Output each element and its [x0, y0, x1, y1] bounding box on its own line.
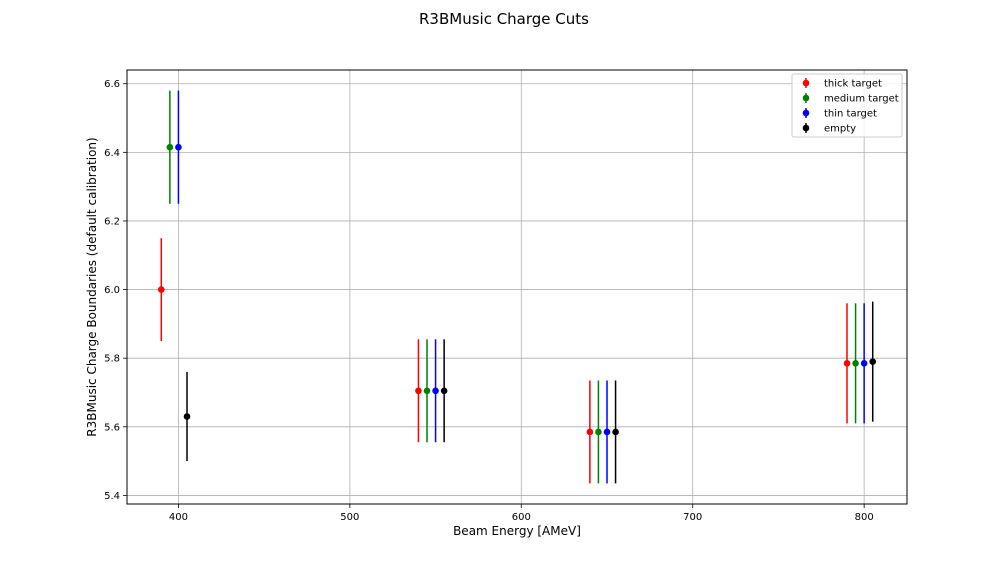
data-point: [175, 143, 182, 151]
y-axis: 5.4 5.6 5.8 6.0 6.2 6.4 6.6: [104, 79, 127, 502]
legend-item: thin target: [802, 108, 877, 120]
x-tick-label: 700: [683, 512, 702, 523]
data-point: [843, 360, 851, 367]
legend-item: thick target: [802, 78, 882, 90]
series-thick-target: [157, 238, 851, 484]
legend-label: medium target: [824, 94, 899, 105]
legend-label: empty: [824, 124, 856, 135]
y-tick-label: 6.2: [104, 216, 120, 227]
x-axis-label: Beam Energy [AMeV]: [453, 524, 581, 538]
data-point: [595, 428, 602, 436]
y-tick-label: 5.8: [104, 354, 120, 365]
legend-item: empty: [802, 123, 856, 135]
chart-title: R3BMusic Charge Cuts: [419, 10, 589, 28]
legend-item: medium target: [802, 93, 899, 105]
plot-frame: [126, 69, 908, 505]
legend-marker: [802, 79, 810, 87]
data-point: [432, 387, 439, 395]
data-point: [423, 387, 431, 395]
y-tick-label: 6.0: [104, 285, 120, 296]
legend-marker: [802, 109, 810, 117]
series-medium-target: [166, 90, 859, 484]
x-tick-label: 400: [169, 512, 188, 523]
data-point: [612, 428, 619, 436]
data-point: [440, 387, 448, 395]
legend-marker: [802, 124, 810, 132]
x-tick-label: 600: [512, 512, 531, 523]
data-point: [586, 428, 594, 436]
x-tick-label: 500: [340, 512, 359, 523]
data-point: [852, 360, 859, 367]
data-point: [415, 387, 422, 395]
data-point: [157, 286, 165, 293]
y-tick-label: 6.4: [104, 148, 120, 159]
x-axis: 400 500 600 700 800: [169, 504, 874, 523]
legend: thick target medium target thin target empt…: [791, 73, 903, 138]
y-axis-label: R3BMusic Charge Boundaries (default cali…: [85, 137, 99, 436]
x-tick-label: 800: [855, 512, 874, 523]
series-layer: [157, 90, 877, 484]
series-empty: [183, 301, 877, 484]
y-tick-label: 6.6: [104, 79, 120, 90]
data-point: [166, 143, 174, 151]
series-thin-target: [175, 90, 868, 484]
y-tick-label: 5.4: [104, 491, 120, 502]
data-point: [183, 413, 191, 420]
y-tick-label: 5.6: [104, 422, 120, 433]
legend-box: [791, 73, 903, 138]
legend-label: thin target: [824, 109, 877, 120]
legend-marker: [802, 94, 810, 102]
data-point: [869, 358, 877, 365]
data-point: [603, 428, 611, 436]
legend-label: thick target: [824, 79, 882, 90]
data-point: [860, 360, 868, 367]
grid: [127, 70, 907, 504]
